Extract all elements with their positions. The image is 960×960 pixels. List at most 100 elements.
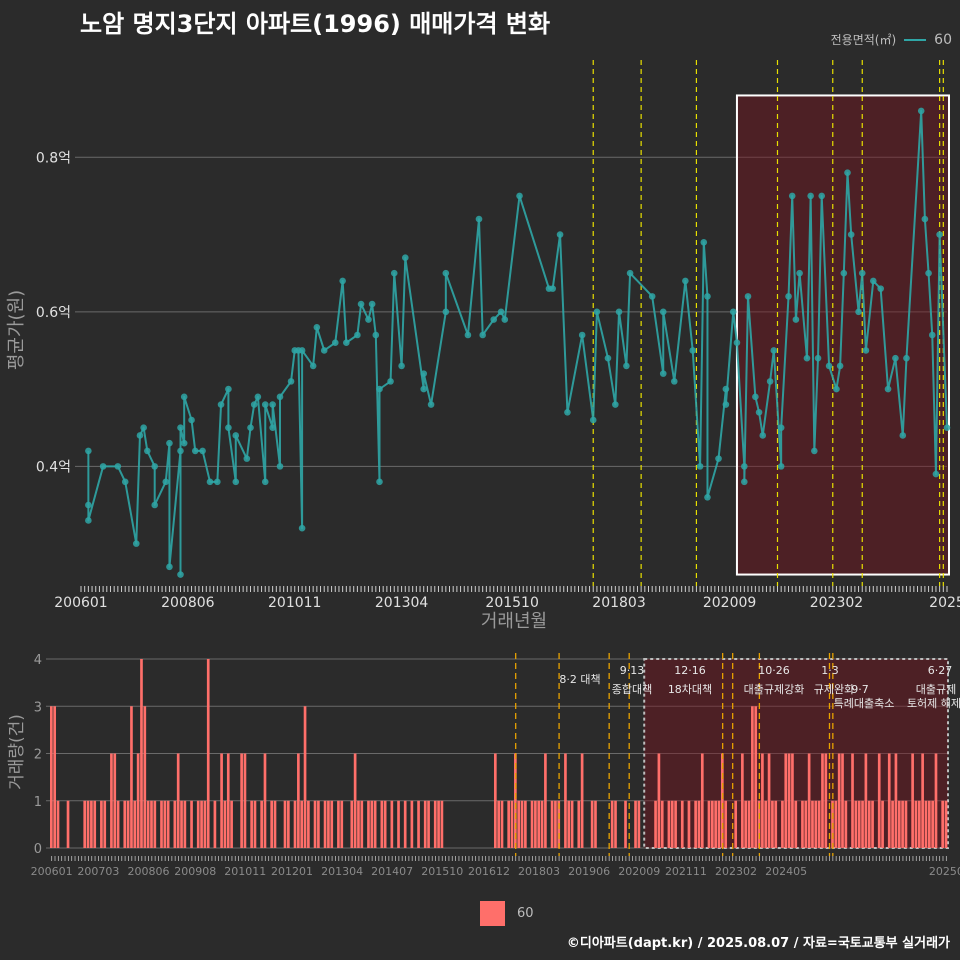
price-point bbox=[136, 432, 144, 439]
volume-bar bbox=[901, 800, 904, 848]
x-tick-label: 201304 bbox=[375, 595, 429, 611]
price-point bbox=[343, 339, 350, 347]
volume-bar bbox=[293, 800, 297, 848]
volume-bar bbox=[744, 800, 748, 848]
policy-label: 9·7 bbox=[851, 683, 869, 696]
volume-bar bbox=[877, 753, 881, 848]
price-line bbox=[87, 109, 948, 576]
volume-bar bbox=[390, 800, 394, 848]
bar-y-tick-label: 0 bbox=[34, 842, 42, 857]
volume-bar bbox=[564, 753, 567, 848]
volume-bar bbox=[90, 800, 93, 848]
volume-bar bbox=[700, 753, 704, 848]
volume-bar bbox=[577, 800, 581, 848]
price-point bbox=[578, 331, 586, 339]
volume-bar bbox=[714, 800, 717, 848]
volume-bar bbox=[894, 753, 898, 848]
y-tick-label: 0.4억 bbox=[36, 459, 71, 475]
price-point bbox=[777, 424, 785, 432]
bar-x-tick-label: 20250 bbox=[929, 865, 960, 878]
price-point bbox=[593, 308, 601, 316]
volume-bar bbox=[350, 800, 354, 848]
top-legend-series: 60 bbox=[934, 31, 952, 48]
price-point bbox=[899, 432, 907, 439]
price-point bbox=[85, 447, 92, 455]
price-point bbox=[807, 192, 814, 200]
volume-bar bbox=[143, 706, 147, 848]
price-point bbox=[847, 231, 855, 238]
price-point bbox=[626, 269, 634, 277]
price-point bbox=[682, 277, 689, 285]
price-point bbox=[420, 385, 428, 393]
y-tick-label: 0.6억 bbox=[36, 305, 71, 321]
volume-bar bbox=[891, 800, 894, 848]
volume-bar bbox=[273, 800, 277, 848]
price-point bbox=[217, 401, 225, 408]
bar-x-tick-label: 201011 bbox=[224, 865, 266, 878]
volume-bar bbox=[220, 753, 223, 848]
source-credit: ©디아파트(dapt.kr) / 2025.08.07 / 자료=국토교통부 실… bbox=[566, 936, 950, 951]
price-point bbox=[877, 285, 884, 292]
price-point bbox=[615, 308, 623, 316]
volume-bar bbox=[550, 800, 554, 848]
bar-x-tick-label: 201906 bbox=[568, 865, 610, 878]
price-point bbox=[225, 424, 232, 432]
price-point bbox=[166, 563, 173, 571]
price-point bbox=[936, 231, 943, 238]
volume-bar bbox=[924, 800, 928, 848]
volume-bar bbox=[614, 800, 617, 848]
price-point bbox=[777, 463, 785, 470]
price-point bbox=[261, 401, 269, 408]
volume-bar bbox=[240, 753, 243, 848]
price-point bbox=[331, 339, 339, 347]
policy-label: 규제완화 bbox=[814, 683, 854, 696]
price-point bbox=[564, 408, 571, 416]
volume-bar bbox=[86, 800, 90, 848]
price-point bbox=[114, 463, 122, 470]
volume-bar bbox=[493, 753, 497, 848]
bar-x-tick-label: 200703 bbox=[77, 865, 119, 878]
price-point bbox=[497, 308, 505, 316]
volume-bar bbox=[807, 753, 811, 848]
volume-bar bbox=[741, 753, 744, 848]
bar-y-tick-label: 4 bbox=[34, 653, 42, 668]
price-point bbox=[840, 269, 848, 277]
price-point bbox=[177, 571, 184, 578]
volume-bar bbox=[824, 753, 828, 848]
volume-bar bbox=[524, 800, 527, 848]
volume-bar bbox=[534, 800, 537, 848]
volume-bar bbox=[540, 800, 544, 848]
price-point bbox=[921, 215, 929, 223]
price-point bbox=[313, 323, 321, 331]
bar-y-tick-label: 1 bbox=[34, 795, 42, 810]
price-point bbox=[803, 354, 811, 362]
volume-bar bbox=[260, 800, 263, 848]
volume-bar bbox=[357, 800, 360, 848]
price-point bbox=[269, 401, 276, 408]
volume-bar bbox=[927, 800, 931, 848]
price-point bbox=[943, 424, 951, 432]
volume-bar bbox=[203, 800, 207, 848]
volume-bar bbox=[190, 800, 193, 848]
volume-bar bbox=[250, 800, 253, 848]
price-point bbox=[99, 463, 107, 470]
volume-bar bbox=[313, 800, 317, 848]
price-point bbox=[442, 269, 450, 277]
volume-bar bbox=[223, 800, 227, 848]
volume-bar bbox=[634, 800, 637, 848]
volume-bar bbox=[881, 800, 884, 848]
volume-bar bbox=[637, 800, 641, 848]
price-point bbox=[855, 308, 862, 316]
price-point bbox=[365, 316, 372, 323]
volume-bar bbox=[180, 800, 183, 848]
price-point bbox=[479, 331, 486, 339]
volume-bar bbox=[654, 800, 657, 848]
volume-bar bbox=[904, 800, 908, 848]
price-point bbox=[180, 393, 188, 401]
y-tick-label: 0.8억 bbox=[36, 150, 71, 166]
price-point bbox=[704, 293, 711, 300]
volume-bar bbox=[567, 800, 571, 848]
price-point bbox=[722, 385, 730, 393]
policy-label: 8·2 대책 bbox=[559, 673, 600, 686]
price-point bbox=[932, 470, 940, 478]
